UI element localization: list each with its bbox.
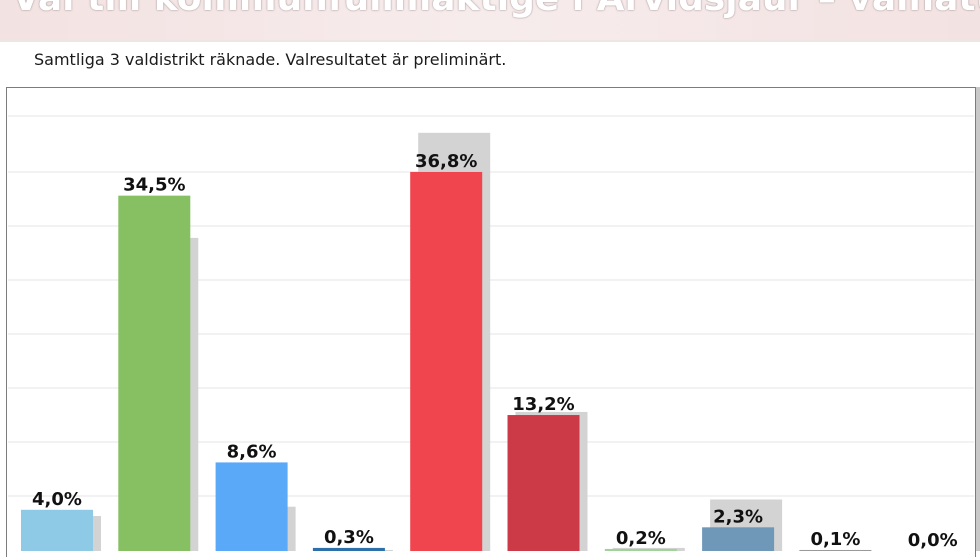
result-bar-1	[21, 509, 93, 551]
result-bar-5	[410, 171, 483, 551]
value-label-7: 0,2%	[616, 528, 666, 549]
chart-subtitle: Samtliga 3 valdistrikt räknade. Valresul…	[34, 50, 507, 69]
value-label-6: 13,2%	[512, 394, 574, 415]
value-label-2: 34,5%	[123, 175, 185, 196]
result-bar-6	[507, 415, 580, 551]
value-label-3: 8,6%	[227, 441, 277, 462]
value-label-10: 0,0%	[908, 530, 958, 551]
value-label-4: 0,3%	[324, 527, 374, 548]
result-bar-7	[604, 548, 677, 551]
value-label-8: 2,3%	[713, 506, 763, 527]
result-bar-4	[312, 547, 385, 551]
plot-edge	[976, 87, 980, 551]
title-divider	[0, 40, 980, 42]
result-bar-9	[799, 549, 872, 551]
title-band: Val till kommunfullmäktige i Arvidsjaur …	[0, 0, 980, 40]
result-bar-8	[702, 527, 775, 551]
result-bar-3	[215, 462, 288, 551]
value-label-1: 4,0%	[32, 489, 82, 510]
chart-title: Val till kommunfullmäktige i Arvidsjaur …	[12, 0, 980, 19]
value-label-5: 36,8%	[415, 151, 477, 172]
value-label-9: 0,1%	[810, 529, 860, 550]
result-bar-2	[118, 195, 191, 551]
